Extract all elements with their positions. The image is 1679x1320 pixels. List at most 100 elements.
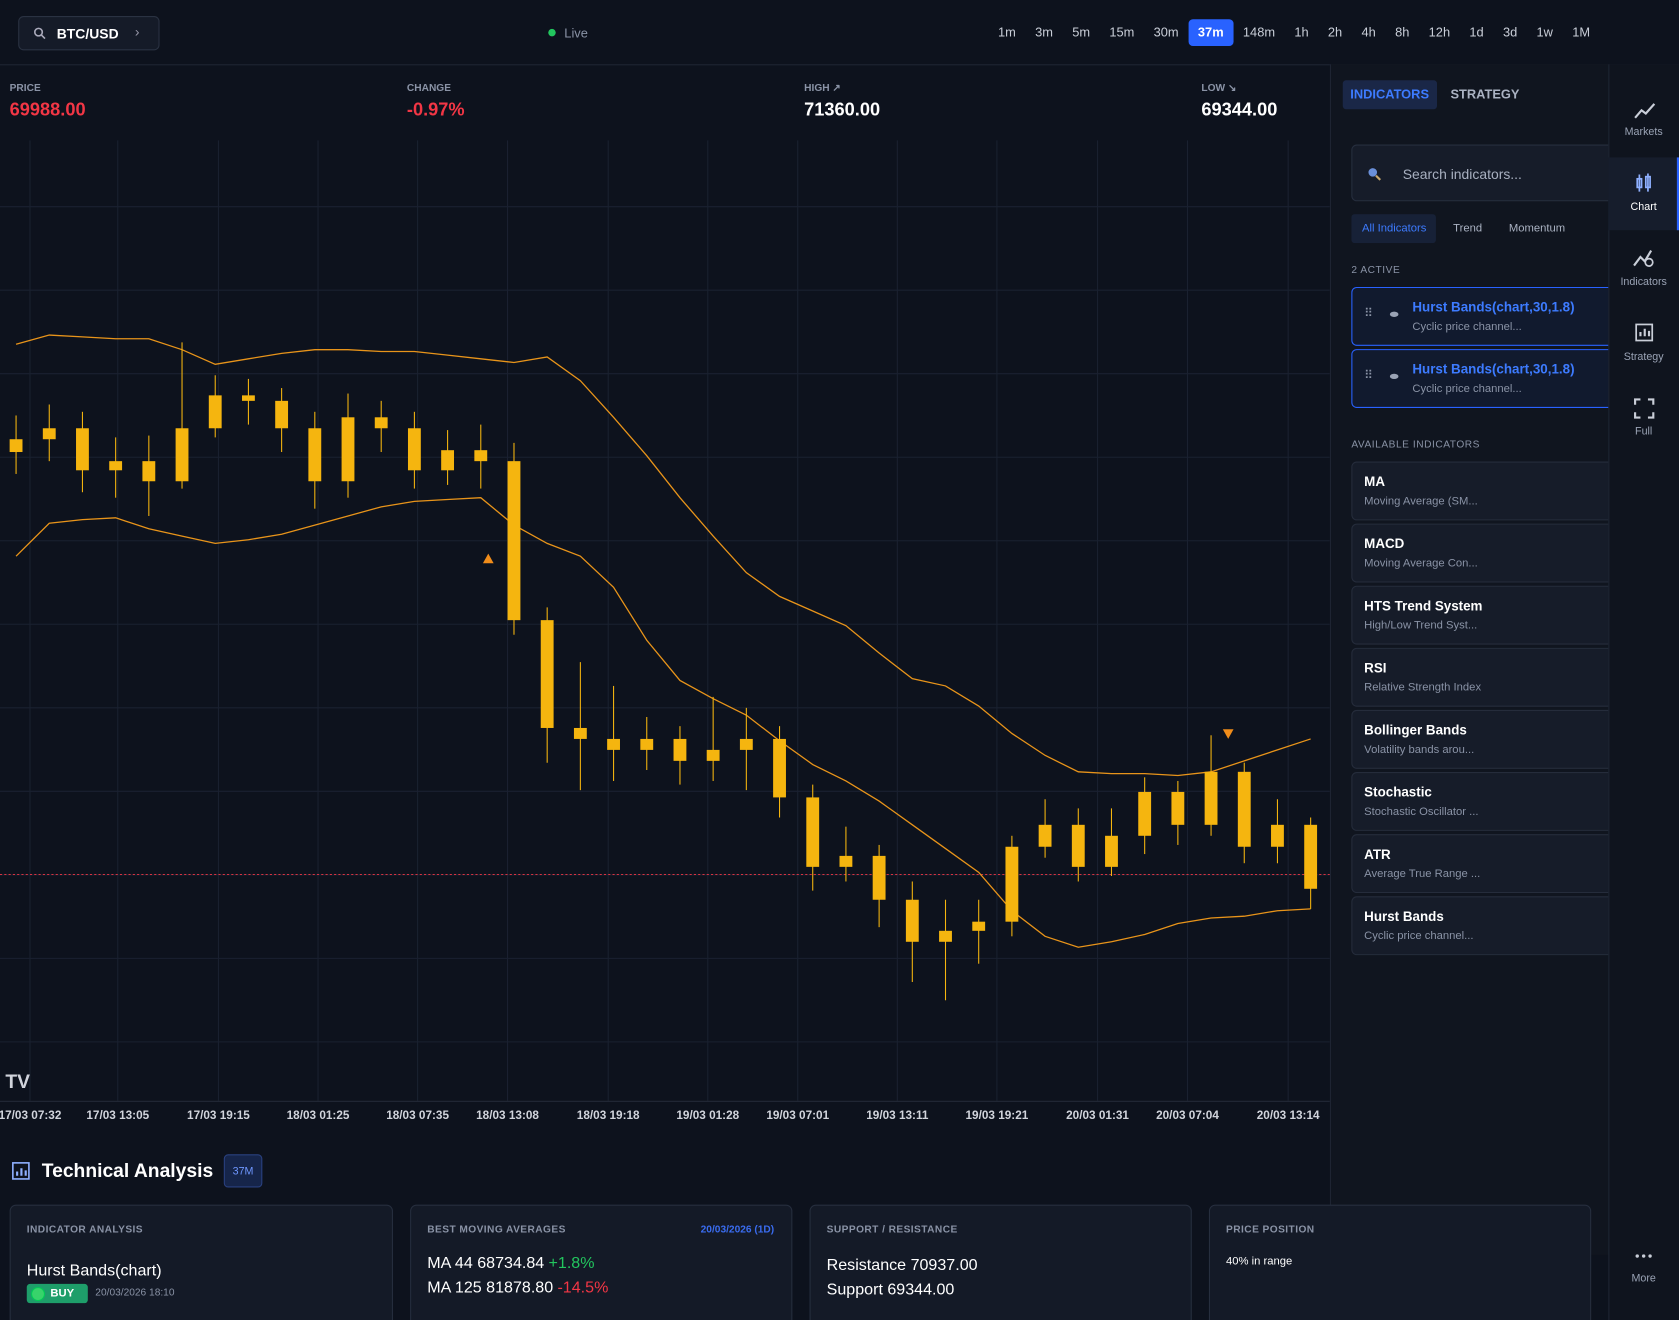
indicator-desc: Average True Range ... (1364, 867, 1481, 881)
indicator-desc: Volatility bands arou... (1364, 743, 1475, 756)
ma-date: 20/03/2026 (1D) (700, 1223, 775, 1236)
stat-label: LOW ↘ (1201, 82, 1237, 95)
x-tick-label: 20/03 07:04 (1156, 1109, 1219, 1122)
indicator-desc: Cyclic price channel... (1364, 929, 1474, 943)
x-tick-label: 19/03 13:11 (866, 1109, 929, 1122)
candle-body (308, 428, 322, 482)
x-tick-label: 18/03 01:25 (287, 1109, 350, 1122)
drag-handle: ⠿ (1364, 369, 1373, 383)
indicator-name: RSI (1364, 660, 1387, 676)
timeframe[interactable]: 3m (1035, 24, 1053, 40)
chevron: › (134, 23, 140, 40)
indicator-desc: Moving Average Con... (1364, 556, 1478, 570)
ma-change: +1.8% (548, 1253, 595, 1273)
candle-body (109, 461, 123, 471)
indicator-name: Hurst Bands(chart,30,1.8) (1412, 361, 1575, 377)
indicator-item[interactable]: HTS Trend System High/Low Trend Syst... (1351, 585, 1620, 645)
panel-tab[interactable]: INDICATORS (1342, 80, 1437, 110)
timeframe[interactable]: 12h (1428, 24, 1451, 40)
ma-rows: MA 44 68734.84 +1.8% MA 125 81878.80 -14.5% (427, 1254, 608, 1303)
candle-body (76, 428, 89, 471)
timeframe[interactable]: 1m (997, 24, 1016, 40)
indicator-item[interactable]: Hurst Bands Cyclic price channel... (1351, 896, 1620, 956)
indicator-item[interactable]: MA Moving Average (SM... (1351, 461, 1620, 521)
candle-body (972, 921, 986, 931)
symbol: BTC/USD (56, 25, 119, 42)
filter-chip[interactable]: Trend (1453, 221, 1483, 235)
search-placeholder: Search indicators... (1402, 165, 1522, 183)
eye-icon (1389, 373, 1399, 380)
panel-tab[interactable]: STRATEGY (1450, 86, 1520, 102)
sidebar (1608, 64, 1679, 1320)
filter-chip[interactable]: All Indicators (1351, 214, 1437, 244)
indicator-card: INDICATOR ANALYSIS Hurst Bands(chart) BU… (9, 1204, 393, 1320)
candle-body (540, 620, 554, 728)
filter-chip[interactable]: Momentum (1508, 221, 1566, 235)
sidebar-item[interactable]: Indicators (1620, 276, 1667, 289)
indicator-item[interactable]: Stochastic Stochastic Oscillator ... (1351, 772, 1620, 831)
filters: All Indicators Trend Momentum (1351, 214, 1608, 244)
active-indicator[interactable]: ⠿ Hurst Bands(chart,30,1.8) Cyclic price c… (1351, 286, 1620, 346)
card-heading: SUPPORT / RESISTANCE (826, 1223, 958, 1236)
sidebar-item[interactable]: Strategy (1623, 351, 1664, 363)
indicator-item[interactable]: MACD Moving Average Con... (1351, 523, 1620, 583)
timeframe[interactable]: 1d (1469, 24, 1484, 40)
candle-body (607, 738, 620, 750)
timeframe[interactable]: 148m (1242, 24, 1276, 40)
signal-dot (31, 1287, 45, 1302)
candle-body (1071, 824, 1085, 867)
timeframe[interactable]: 30m (1153, 24, 1179, 40)
indicator-name: MACD (1364, 536, 1405, 552)
timeframe[interactable]: 8h (1395, 24, 1410, 40)
position-card: PRICE POSITION 40% in range (1208, 1204, 1592, 1320)
candle-body (1304, 824, 1318, 889)
timeframe[interactable]: 37m (1188, 19, 1234, 47)
indicator-item[interactable]: RSI Relative Strength Index (1351, 647, 1620, 707)
timeframe[interactable]: 3d (1502, 24, 1518, 40)
candle-body (341, 417, 355, 482)
candle-body (142, 461, 156, 482)
indicator-name: Hurst Bands (1364, 909, 1444, 925)
timeframe[interactable]: 1w (1536, 24, 1553, 40)
sidebar-item[interactable]: Full (1635, 426, 1653, 438)
sidebar-item[interactable]: Chart (1630, 201, 1657, 214)
timeframe[interactable]: 1h (1294, 24, 1309, 40)
band-line (15, 334, 1311, 777)
timeframe[interactable]: 5m (1072, 24, 1091, 40)
indicator-desc: Cyclic price channel... (1412, 382, 1522, 396)
candle-body (208, 395, 222, 429)
candle-body (441, 450, 455, 471)
x-tick-label: 18/03 19:18 (577, 1109, 640, 1122)
timeframe[interactable]: 15m (1109, 24, 1135, 40)
candle-body (42, 428, 56, 440)
signal-badge: BUY (26, 1283, 88, 1304)
timeframe[interactable]: 1M (1572, 24, 1591, 40)
eye-icon (1389, 311, 1399, 317)
indicator-desc: Moving Average (SM... (1364, 494, 1478, 508)
signal: BUY (50, 1287, 75, 1300)
timeframe[interactable]: 2h (1327, 24, 1343, 40)
stat-value: 71360.00 (804, 99, 881, 120)
sidebar-item[interactable]: More (1631, 1273, 1656, 1285)
candle-body (640, 738, 654, 750)
levels-card: SUPPORT / RESISTANCE Resistance 70937.00… (809, 1204, 1192, 1320)
indicator-search[interactable]: Search indicators... (1351, 144, 1620, 202)
indicator-name: Hurst Bands(chart,30,1.8) (1412, 299, 1575, 315)
analysis-title: Technical Analysis (41, 1159, 214, 1182)
indicator-item[interactable]: Bollinger Bands Volatility bands arou... (1351, 709, 1620, 769)
stat-label: CHANGE (406, 82, 451, 95)
x-tick-label: 17/03 13:05 (86, 1109, 149, 1122)
indicator-item[interactable]: ATR Average True Range ... (1351, 834, 1620, 894)
candle-body (474, 450, 488, 462)
candle-body (1005, 846, 1019, 922)
search-icon (1368, 168, 1382, 181)
timeframe[interactable]: 4h (1361, 24, 1376, 40)
stat-value: 69344.00 (1201, 99, 1278, 120)
active-indicator[interactable]: ⠿ Hurst Bands(chart,30,1.8) Cyclic price c… (1351, 349, 1620, 408)
indicator-desc: Relative Strength Index (1364, 681, 1482, 694)
symbol-search[interactable]: BTC/USD › (18, 16, 160, 51)
live-status: Live (564, 25, 588, 41)
sidebar-item[interactable]: Markets (1624, 126, 1663, 139)
candle-body (939, 930, 952, 942)
